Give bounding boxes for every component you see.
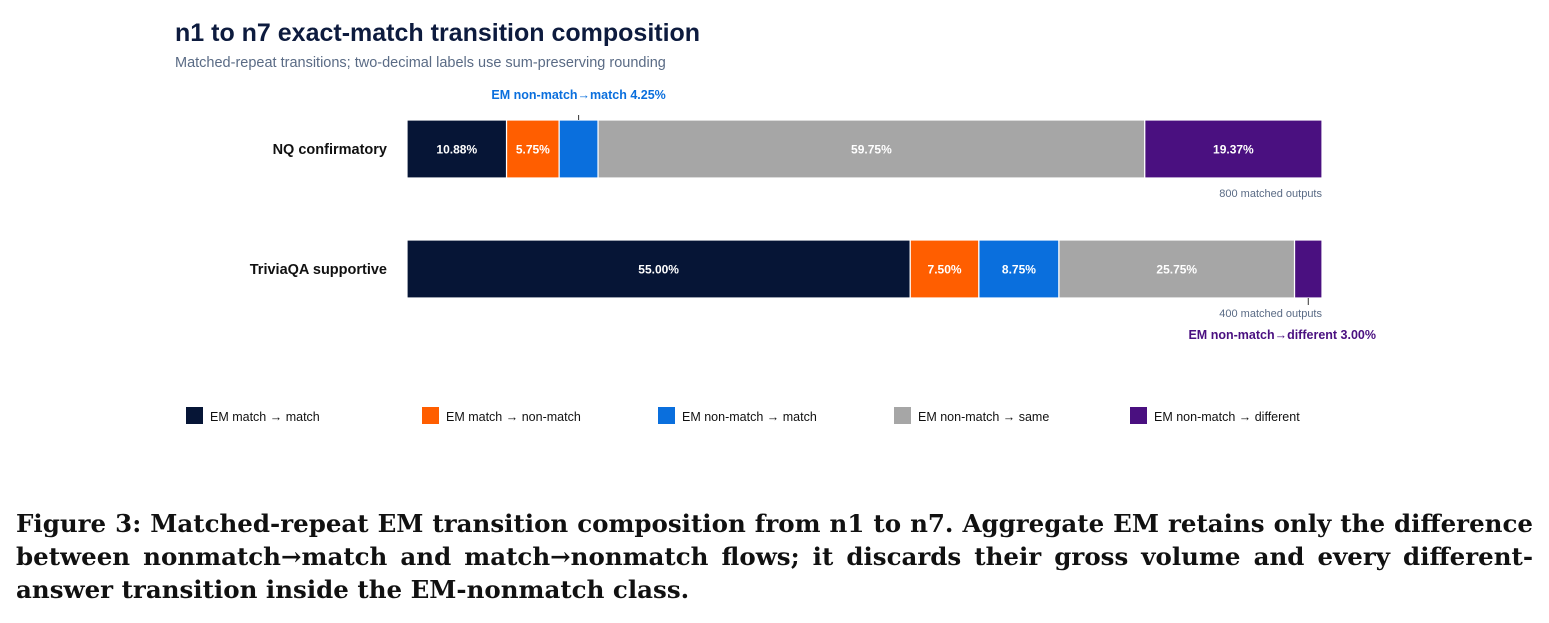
data-label: 25.75%: [1156, 263, 1197, 277]
bar-segment-nq-confirmatory-em-non-match-match: [558, 119, 599, 179]
data-label: 5.75%: [516, 143, 550, 157]
legend-swatch-em-non-match-same: [894, 407, 911, 424]
category-label-triviaqa-supportive: TriviaQA supportive: [250, 262, 387, 278]
bar-segment-triviaqa-supportive-em-non-match-match: [978, 239, 1060, 299]
data-label: 10.88%: [436, 143, 477, 157]
data-label: 8.75%: [1002, 263, 1036, 277]
chart-subtitle: Matched-repeat transitions; two-decimal …: [175, 55, 666, 71]
bar-segment-triviaqa-supportive-em-non-match-different: [1293, 239, 1323, 299]
bar-segment-nq-confirmatory-em-match-non-match: [505, 119, 560, 179]
figure-caption: Figure 3: Matched-repeat EM transition c…: [16, 509, 1533, 604]
legend-entry-em-non-match-different: EM non-match → different: [1154, 410, 1300, 424]
bar-segment-nq-confirmatory-em-non-match-different: [1144, 119, 1323, 179]
total-label: 800 matched outputs: [1219, 188, 1322, 200]
bar-segment-triviaqa-supportive-em-non-match-same: [1058, 239, 1296, 299]
legend-swatch-em-match-non-match: [422, 407, 439, 424]
bar-segment-triviaqa-supportive-em-match-match: [406, 239, 911, 299]
bar-segment-nq-confirmatory-em-match-match: [406, 119, 508, 179]
annotation-label: EM non-match→match 4.25%: [491, 88, 665, 102]
legend-entry-em-non-match-same: EM non-match → same: [918, 410, 1049, 424]
exact-match-transition-chart: n1 to n7 exact-match transition composit…: [175, 19, 1376, 424]
chart-title: n1 to n7 exact-match transition composit…: [175, 19, 700, 47]
annotation-label: EM non-match→different 3.00%: [1188, 328, 1376, 342]
data-label: 55.00%: [638, 263, 679, 277]
legend-swatch-em-match-match: [186, 407, 203, 424]
legend-entry-em-match-non-match: EM match → non-match: [446, 410, 581, 424]
legend-swatch-em-non-match-different: [1130, 407, 1147, 424]
data-label: 7.50%: [928, 263, 962, 277]
total-label: 400 matched outputs: [1219, 308, 1322, 320]
bar-segment-nq-confirmatory-em-non-match-same: [597, 119, 1146, 179]
data-label: 19.37%: [1213, 143, 1254, 157]
legend-entry-em-non-match-match: EM non-match → match: [682, 410, 817, 424]
plot-area: NQ confirmatory 10.88% 5.75% 59.75% 19.37% 80…: [250, 88, 1376, 342]
legend-entry-em-match-match: EM match → match: [210, 410, 320, 424]
data-label: 59.75%: [851, 143, 892, 157]
category-label-nq-confirmatory: NQ confirmatory: [273, 142, 387, 158]
bar-segment-triviaqa-supportive-em-match-non-match: [909, 239, 980, 299]
legend: EM match → match EM match → non-match EM n…: [186, 407, 1300, 424]
legend-swatch-em-non-match-match: [658, 407, 675, 424]
